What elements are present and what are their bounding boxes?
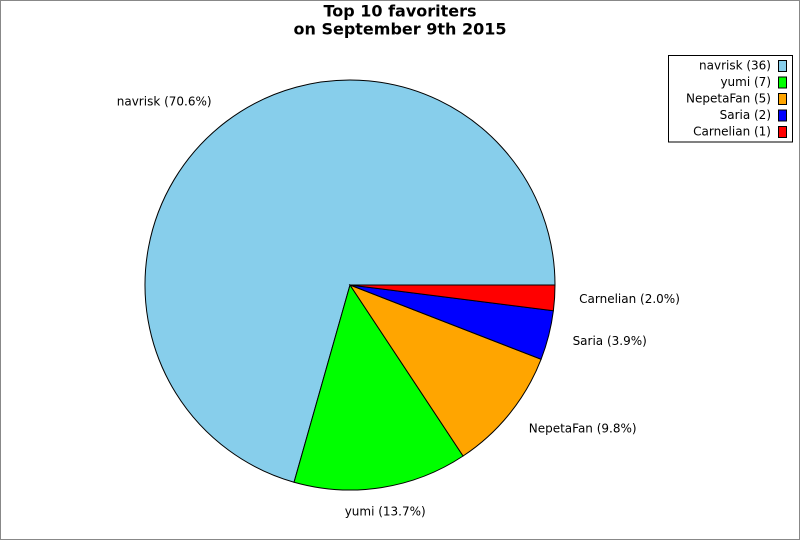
- legend-swatch: [778, 109, 787, 122]
- legend-label: navrisk (36): [699, 59, 771, 73]
- slice-label: NepetaFan (9.8%): [529, 422, 637, 436]
- legend-swatch: [778, 126, 787, 138]
- slice-label: Saria (3.9%): [573, 334, 647, 348]
- slice-label: yumi (13.7%): [345, 504, 426, 518]
- chart-title: Top 10 favoriters: [323, 2, 476, 21]
- legend-label: Saria (2): [720, 108, 771, 122]
- chart-subtitle: on September 9th 2015: [294, 20, 507, 39]
- legend-box: [668, 55, 793, 143]
- legend-swatch: [778, 93, 787, 105]
- slice-label: navrisk (70.6%): [117, 94, 212, 108]
- pie-slice: [348, 283, 542, 457]
- legend-label: Carnelian (1): [693, 125, 771, 139]
- legend-swatch: [778, 60, 787, 72]
- pie-slice: [349, 284, 556, 312]
- pie-slice: [293, 283, 464, 491]
- legend-label: yumi (7): [720, 75, 771, 89]
- legend-swatch: [778, 76, 787, 89]
- legend-label: NepetaFan (5): [686, 92, 771, 106]
- pie-slice: [144, 79, 556, 483]
- slice-label: Carnelian (2.0%): [579, 292, 680, 306]
